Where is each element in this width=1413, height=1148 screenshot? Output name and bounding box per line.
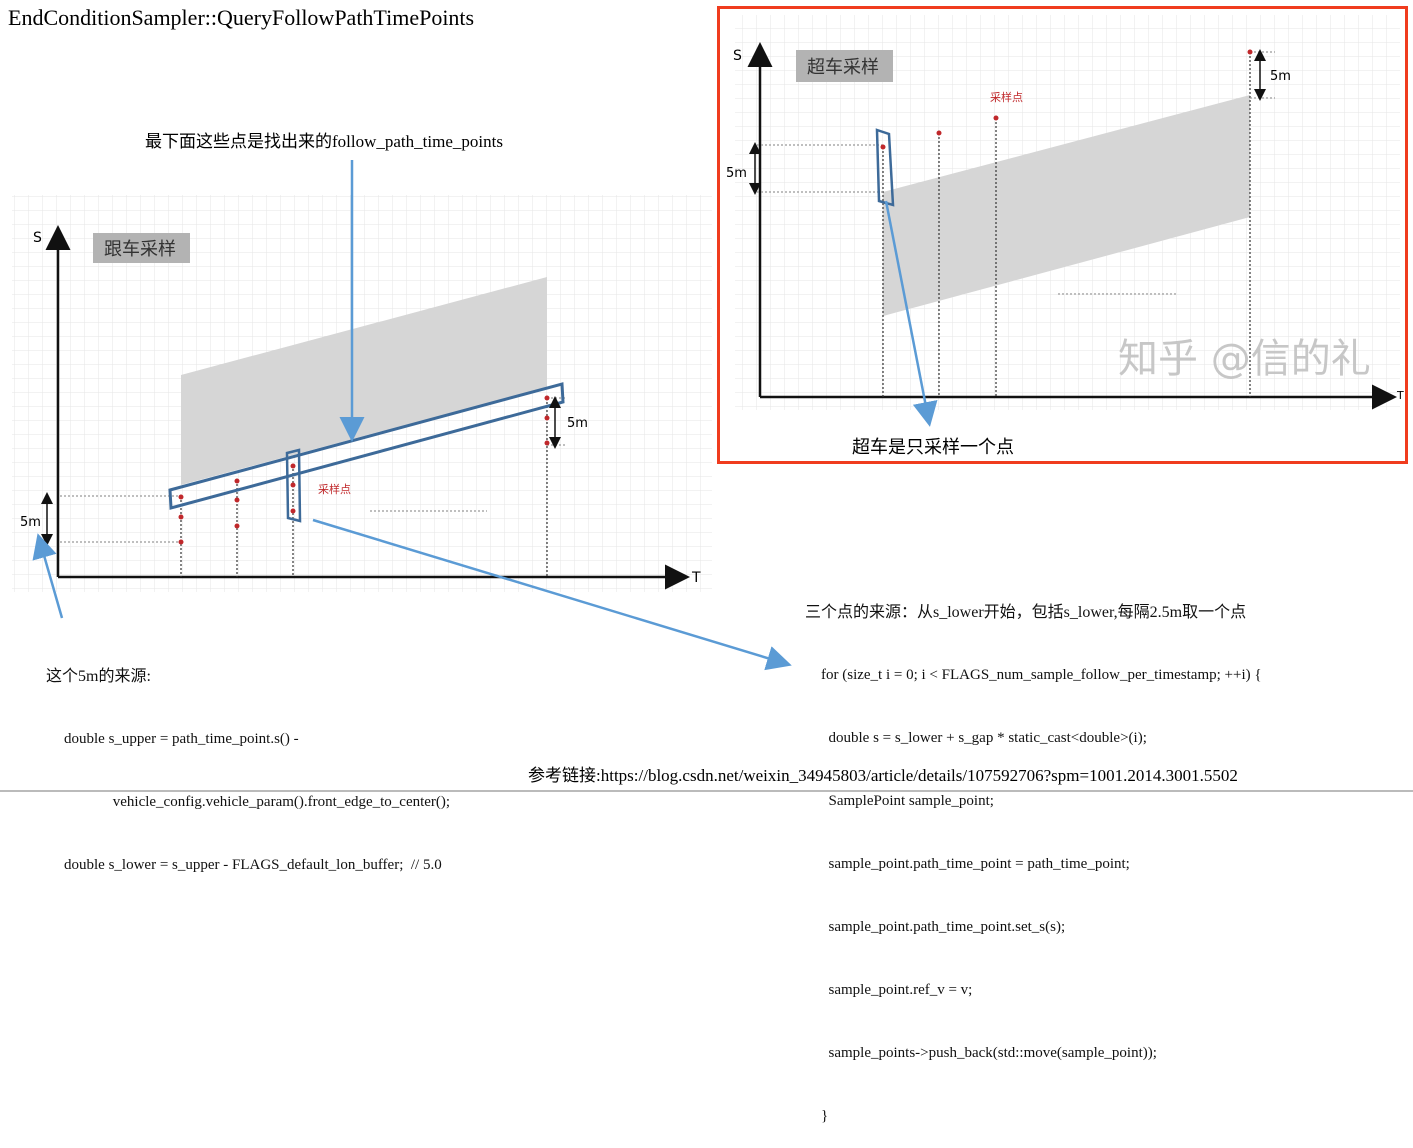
sample-point — [544, 440, 550, 446]
code-line: sample_point.path_time_point.set_s(s); — [821, 919, 1066, 935]
sample-points — [178, 395, 550, 545]
follow-label: 跟车采样 — [104, 239, 176, 260]
sample-point — [234, 497, 240, 503]
pointer-arrow — [32, 533, 64, 619]
note-5m: 这个5m的来源: double s_upper = path_time_poin… — [46, 624, 450, 897]
gap-right-label: 5m — [567, 416, 588, 431]
follow-points-highlight — [168, 382, 565, 510]
sample-point — [234, 523, 240, 529]
code-line: double s = s_lower + s_gap * static_cast… — [821, 730, 1147, 746]
watermark: 知乎 @信的礼 — [1118, 336, 1371, 382]
drivable-band — [883, 95, 1250, 316]
follow-diagram: S T 跟车采样 采样点 5m 5m — [12, 195, 712, 592]
gap-left-label: 5m — [726, 166, 747, 181]
pointer-arrows — [32, 160, 938, 671]
note-points-heading: 三个点的来源：从s_lower开始，包括s_lower,每隔2.5m取一个点 — [805, 604, 1247, 621]
code-line: sample_points->push_back(std::move(sampl… — [821, 1045, 1157, 1061]
drivable-band — [181, 277, 547, 485]
sample-point — [544, 415, 550, 421]
pointer-arrow — [884, 200, 938, 427]
code-line: SamplePoint sample_point; — [821, 793, 994, 809]
s-axis-label: S — [33, 230, 42, 246]
overtake-label: 超车采样 — [807, 57, 879, 78]
sample-point — [544, 395, 550, 401]
page-title: EndConditionSampler::QueryFollowPathTime… — [8, 5, 474, 30]
sample-point — [290, 508, 296, 514]
sample-point — [178, 539, 184, 545]
label-box — [796, 50, 893, 82]
top-annotation: 最下面这些点是找出来的follow_path_time_points — [145, 132, 503, 151]
note-5m-heading: 这个5m的来源: — [46, 668, 151, 685]
sample-point — [993, 115, 999, 121]
label-box — [93, 233, 190, 263]
s-axis-label: S — [733, 48, 742, 64]
t-axis-label: T — [691, 570, 701, 586]
diagram-canvas: EndConditionSampler::QueryFollowPathTime… — [0, 5, 1413, 792]
sample-points — [880, 49, 1253, 150]
note-points: 三个点的来源：从s_lower开始，包括s_lower,每隔2.5m取一个点 f… — [805, 560, 1262, 1148]
code-line: sample_point.path_time_point = path_time… — [821, 856, 1130, 872]
code-line: sample_point.ref_v = v; — [821, 982, 973, 998]
code-line: for (size_t i = 0; i < FLAGS_num_sample_… — [821, 667, 1262, 683]
code-line: vehicle_config.vehicle_param().front_edg… — [64, 794, 451, 810]
reference-link[interactable]: 参考链接:https://blog.csdn.net/weixin_349458… — [528, 766, 1238, 785]
sample-point — [1247, 49, 1253, 55]
code-line: double s_upper = path_time_point.s() - — [64, 731, 299, 747]
overtake-diagram: S T 超车采样 采样点 5m 5m 知乎 @信的礼 超车是只采样一个点 — [717, 6, 1408, 464]
sample-point — [178, 494, 184, 500]
t-axis-label: T — [1396, 389, 1404, 402]
column-highlight — [285, 448, 302, 523]
single-point-highlight — [875, 128, 895, 207]
sample-point — [290, 463, 296, 469]
sample-point — [290, 482, 296, 488]
pointer-arrow — [312, 518, 792, 671]
sample-label: 采样点 — [318, 482, 351, 496]
sample-label: 采样点 — [990, 90, 1023, 104]
sample-point — [880, 144, 886, 150]
sample-point — [234, 478, 240, 484]
sample-point — [178, 514, 184, 520]
gap-right-label: 5m — [1270, 69, 1291, 84]
code-line: } — [821, 1108, 829, 1124]
code-line: double s_lower = s_upper - FLAGS_default… — [64, 857, 442, 873]
gap-left-label: 5m — [20, 515, 41, 530]
overtake-caption: 超车是只采样一个点 — [852, 437, 1014, 458]
guide-lines — [757, 51, 1275, 397]
sample-point — [936, 130, 942, 136]
